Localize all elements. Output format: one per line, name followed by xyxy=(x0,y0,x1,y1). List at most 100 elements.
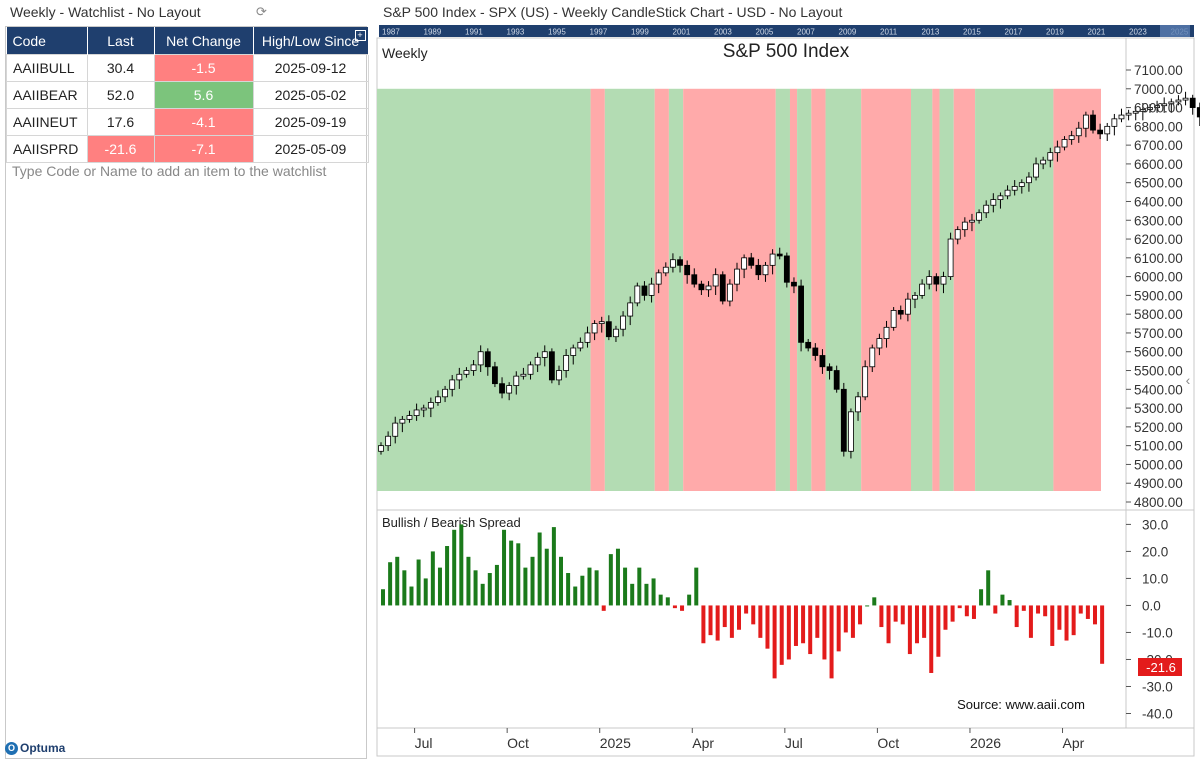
watchlist-frame xyxy=(5,26,367,759)
spread-bar-negative xyxy=(751,605,756,625)
spread-bar-positive xyxy=(537,532,542,606)
candle-up xyxy=(1168,101,1175,105)
candle-up xyxy=(705,285,712,291)
spread-bar-positive xyxy=(502,529,507,606)
spread-bar-negative xyxy=(1100,605,1105,664)
spread-tick-label: -40.0 xyxy=(1142,706,1173,721)
candle-up xyxy=(926,276,933,285)
price-tick-label: 6900.00 xyxy=(1134,101,1183,116)
candle-down xyxy=(776,253,783,257)
table-row[interactable]: AAIIBEAR 52.0 5.6 2025-05-02 xyxy=(6,81,369,109)
cell-code: AAIIBEAR xyxy=(6,81,88,109)
spread-bar-positive xyxy=(523,567,528,606)
spread-bar-negative xyxy=(993,605,998,614)
spread-bar-positive xyxy=(865,605,870,607)
price-tick-label: 5000.00 xyxy=(1134,457,1183,472)
spread-bar-negative xyxy=(929,605,934,673)
candle-down xyxy=(1097,129,1104,135)
spread-bar-positive xyxy=(665,597,670,606)
candle-up xyxy=(591,323,598,334)
candle-up xyxy=(420,407,427,411)
column-header-net-change[interactable]: Net Change xyxy=(154,27,254,55)
price-axis: 7100.00 7000.00 6900.00 6800.00 6700.00 6600.… xyxy=(1126,63,1183,510)
spread-bar-negative xyxy=(893,605,898,622)
cell-net-change: 5.6 xyxy=(153,81,254,109)
candle-up xyxy=(890,310,897,328)
spread-bar-negative xyxy=(850,605,855,638)
price-tick-label: 6700.00 xyxy=(1134,138,1183,153)
table-row[interactable]: AAIISPRD -21.6 -7.1 2025-05-09 xyxy=(6,135,369,163)
price-tick-label: 6800.00 xyxy=(1134,119,1183,134)
scroll-arrow-icon[interactable]: ‹ xyxy=(1186,372,1191,388)
candle-up xyxy=(1139,109,1146,112)
spread-bar-positive xyxy=(423,578,428,606)
column-header-high-low-since[interactable]: High/Low Since + xyxy=(253,27,369,55)
candle-up xyxy=(969,219,975,223)
candle-up xyxy=(1004,189,1011,197)
spread-bar-positive xyxy=(587,567,592,606)
column-header-code[interactable]: Code xyxy=(6,27,88,55)
watchlist-add-input[interactable]: Type Code or Name to add an item to the … xyxy=(12,163,327,179)
candle-down xyxy=(798,285,804,343)
candle-up xyxy=(1082,114,1089,129)
candle-down xyxy=(791,281,797,287)
overview-year-label: 2011 xyxy=(880,28,898,37)
candle-up xyxy=(1125,112,1132,116)
spread-bar-negative xyxy=(1043,605,1048,617)
column-header-last[interactable]: Last xyxy=(87,27,155,55)
overview-year-label: 1999 xyxy=(631,28,649,37)
spread-axis: 30.020.010.00.0-10.0-20.0-30.0-40.0 xyxy=(1126,517,1173,721)
candle-up xyxy=(855,396,861,413)
last-value-badge-text: -21.6 xyxy=(1146,660,1176,675)
spread-bar-positive xyxy=(615,548,620,606)
spread-bar-positive xyxy=(872,597,877,606)
spread-bar-positive xyxy=(473,570,478,606)
spread-bar-negative xyxy=(793,605,798,646)
price-tick-label: 7100.00 xyxy=(1134,63,1183,78)
spread-bar-negative xyxy=(1028,605,1033,638)
candle-up xyxy=(862,366,869,398)
watchlist-table: Code Last Net Change High/Low Since + AAI… xyxy=(6,27,369,163)
spread-bar-positive xyxy=(551,527,556,606)
cell-code: AAIISPRD xyxy=(6,135,88,163)
optuma-logo-icon: O xyxy=(5,741,18,755)
add-column-icon[interactable]: + xyxy=(354,30,366,41)
spread-bar-negative xyxy=(936,605,941,657)
candle-down xyxy=(755,264,762,276)
candle-up xyxy=(769,253,776,266)
candle-up xyxy=(940,276,947,285)
spread-bar-negative xyxy=(801,605,806,644)
spread-bar-negative xyxy=(879,605,884,628)
spread-bar-positive xyxy=(402,570,407,606)
price-tick-label: 6000.00 xyxy=(1134,270,1183,285)
spread-bar-negative xyxy=(907,605,912,655)
spread-bar-negative xyxy=(829,605,834,679)
refresh-icon[interactable]: ⟳ xyxy=(256,4,267,19)
spread-bar-positive xyxy=(544,548,549,606)
spread-bar-negative xyxy=(1093,605,1097,625)
candle-up xyxy=(1033,163,1039,178)
spread-bar-negative xyxy=(772,605,777,679)
candle-up xyxy=(406,415,413,420)
cell-since: 2025-09-12 xyxy=(252,54,369,82)
candle-down xyxy=(805,341,812,349)
spread-bar-negative xyxy=(758,605,763,638)
spread-bar-negative xyxy=(1085,605,1090,619)
candle-down xyxy=(492,366,498,385)
candle-up xyxy=(1175,99,1182,103)
candle-up xyxy=(513,375,520,386)
candle-up xyxy=(1054,146,1061,154)
candle-up xyxy=(997,195,1004,200)
spread-bar-positive xyxy=(416,559,421,606)
spread-bar-positive xyxy=(516,543,521,606)
price-tick-label: 5200.00 xyxy=(1134,420,1183,435)
overview-strip[interactable] xyxy=(379,25,1194,37)
overview-selection[interactable] xyxy=(1160,25,1190,37)
candle-up xyxy=(427,402,434,409)
spread-bar-positive xyxy=(651,578,656,606)
spread-bar-negative xyxy=(964,605,969,617)
candle-up xyxy=(1061,139,1068,148)
spread-title: Bullish / Bearish Spread xyxy=(382,515,521,530)
candle-up xyxy=(520,373,527,377)
